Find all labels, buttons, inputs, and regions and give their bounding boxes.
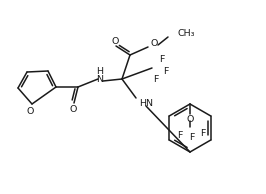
- Text: F: F: [159, 55, 165, 63]
- Text: N: N: [97, 75, 103, 85]
- Text: O: O: [186, 114, 194, 124]
- Text: O: O: [111, 36, 119, 46]
- Text: F: F: [163, 67, 169, 75]
- Text: F: F: [189, 133, 195, 143]
- Text: O: O: [150, 38, 158, 48]
- Text: F: F: [200, 128, 206, 138]
- Text: HN: HN: [139, 99, 153, 107]
- Text: O: O: [26, 107, 34, 115]
- Text: F: F: [153, 74, 159, 83]
- Text: H: H: [97, 68, 103, 76]
- Text: F: F: [177, 132, 183, 140]
- Text: CH₃: CH₃: [178, 29, 196, 37]
- Text: O: O: [69, 106, 77, 114]
